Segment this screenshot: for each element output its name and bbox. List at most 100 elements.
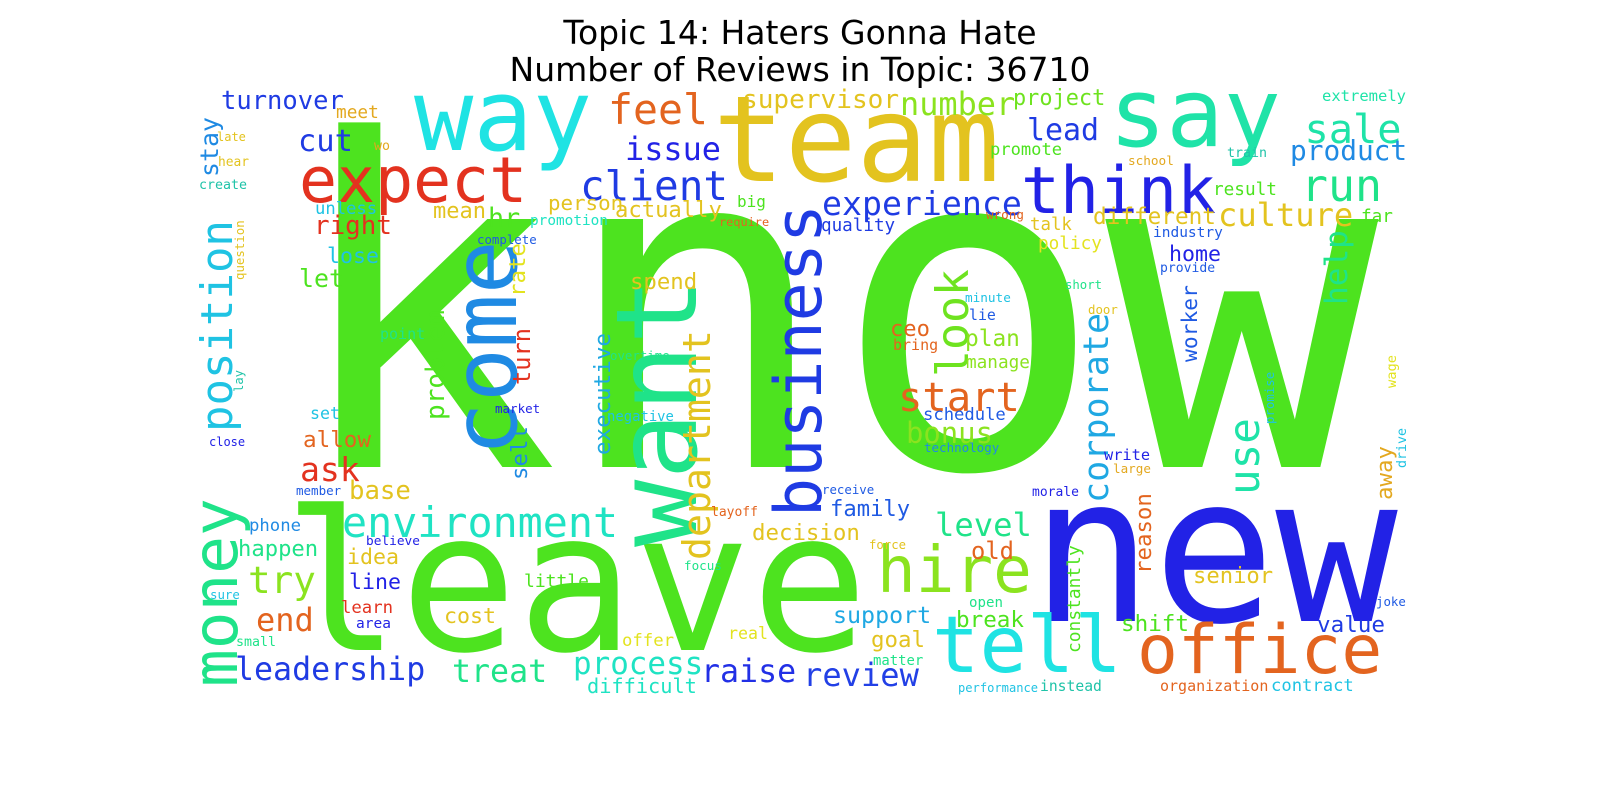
word-bring: bring — [893, 336, 939, 354]
word-schedule: schedule — [923, 404, 1006, 425]
word-morale: morale — [1032, 484, 1079, 500]
word-large: large — [1113, 460, 1151, 476]
word-ceo: ceo — [890, 316, 930, 342]
word-bonus: bonus — [906, 415, 993, 450]
word-matter: matter — [873, 652, 924, 669]
word-number: number — [900, 85, 1016, 123]
word-extremely: extremely — [1322, 87, 1406, 105]
word-phone: phone — [249, 515, 302, 536]
word-offer: offer — [622, 630, 675, 651]
word-sell: sell — [507, 425, 533, 480]
word-supervisor: supervisor — [742, 85, 900, 115]
word-end: end — [256, 600, 314, 639]
word-project: project — [1013, 86, 1106, 111]
word-difficult: difficult — [587, 673, 697, 698]
word-run: run — [1301, 158, 1382, 212]
word-lay: lay — [232, 369, 246, 392]
word-corporate: corporate — [1075, 312, 1117, 503]
word-tell: tell — [932, 599, 1122, 691]
word-problem: problem — [420, 310, 451, 420]
word-sale: sale — [1304, 106, 1402, 153]
word-person: person — [548, 191, 624, 215]
word-right: right — [314, 211, 392, 241]
word-turn: turn — [508, 327, 536, 385]
word-review: review — [803, 655, 919, 694]
word-create: create — [199, 178, 248, 193]
word-let: let — [299, 263, 344, 293]
word-new: new — [1030, 431, 1398, 669]
word-actually: actually — [615, 197, 722, 223]
word-believe: believe — [366, 533, 420, 549]
word-product: product — [1290, 134, 1408, 167]
chart-title-line-1: Topic 14: Haters Gonna Hate — [563, 13, 1037, 52]
word-wage: wage — [1383, 355, 1400, 388]
word-constantly: constantly — [1064, 545, 1085, 653]
word-require: require — [719, 215, 770, 229]
word-client: client — [580, 162, 729, 210]
word-culture: culture — [1218, 195, 1354, 234]
word-worker: worker — [1178, 285, 1203, 362]
word-leave: leave — [283, 469, 869, 696]
word-turnover: turnover — [221, 85, 344, 116]
word-set: set — [310, 403, 340, 423]
word-hear: hear — [218, 155, 250, 170]
word-spend: spend — [630, 269, 698, 295]
word-rate: rate — [505, 243, 531, 297]
word-short: short — [1065, 278, 1103, 292]
word-wrong: wrong — [986, 207, 1024, 222]
word-experience: experience — [822, 183, 1022, 223]
word-hire: hire — [877, 533, 1032, 608]
word-different: different — [1093, 203, 1216, 230]
word-learn: learn — [341, 598, 394, 618]
word-team: team — [713, 70, 1000, 210]
word-use: use — [1219, 418, 1270, 495]
word-instead: instead — [1040, 678, 1102, 695]
word-far: far — [1361, 207, 1393, 227]
word-support: support — [833, 602, 932, 629]
word-promotion: promotion — [530, 213, 608, 229]
word-unless: unless — [315, 198, 378, 219]
word-think: think — [1021, 154, 1217, 229]
word-overtime: overtime — [610, 348, 670, 363]
word-write: write — [1104, 446, 1151, 464]
word-leadership: leadership — [235, 651, 426, 688]
word-big: big — [737, 191, 766, 211]
word-way: way — [414, 58, 593, 174]
word-member: member — [296, 483, 342, 498]
word-performance: performance — [958, 680, 1039, 695]
word-department: department — [676, 330, 720, 560]
word-meet: meet — [336, 102, 379, 123]
word-focus: focus — [684, 558, 722, 573]
word-home: home — [1169, 241, 1222, 267]
word-cut: cut — [298, 123, 353, 159]
word-technology: technology — [924, 440, 1000, 455]
word-away: away — [1372, 446, 1398, 500]
chart-title-line-2: Number of Reviews in Topic: 36710 — [509, 50, 1091, 89]
word-negative: negative — [607, 408, 674, 425]
word-school: school — [1128, 153, 1174, 168]
word-decision: decision — [752, 519, 860, 546]
word-layoff: layoff — [711, 504, 758, 520]
word-line: line — [349, 570, 402, 595]
word-lie: lie — [969, 306, 996, 324]
word-contract: contract — [1271, 675, 1354, 696]
word-hr: hr — [488, 202, 521, 234]
word-cost: cost — [444, 604, 497, 629]
word-family: family — [830, 496, 911, 522]
word-train: train — [1227, 146, 1268, 161]
word-allow: allow — [303, 426, 372, 453]
word-question: question — [231, 220, 247, 280]
word-lose: lose — [327, 244, 380, 269]
word-point: point — [380, 324, 426, 343]
word-drive: drive — [1395, 427, 1410, 468]
word-market: market — [495, 401, 541, 416]
word-open: open — [969, 594, 1003, 611]
word-quality: quality — [821, 216, 896, 236]
word-help: help — [1318, 230, 1355, 305]
word-happen: happen — [238, 536, 319, 562]
word-expect: expect — [299, 142, 528, 217]
word-provide: provide — [1160, 261, 1216, 276]
word-lead: lead — [1027, 113, 1099, 148]
word-old: old — [971, 537, 1014, 565]
word-little: little — [524, 571, 590, 592]
